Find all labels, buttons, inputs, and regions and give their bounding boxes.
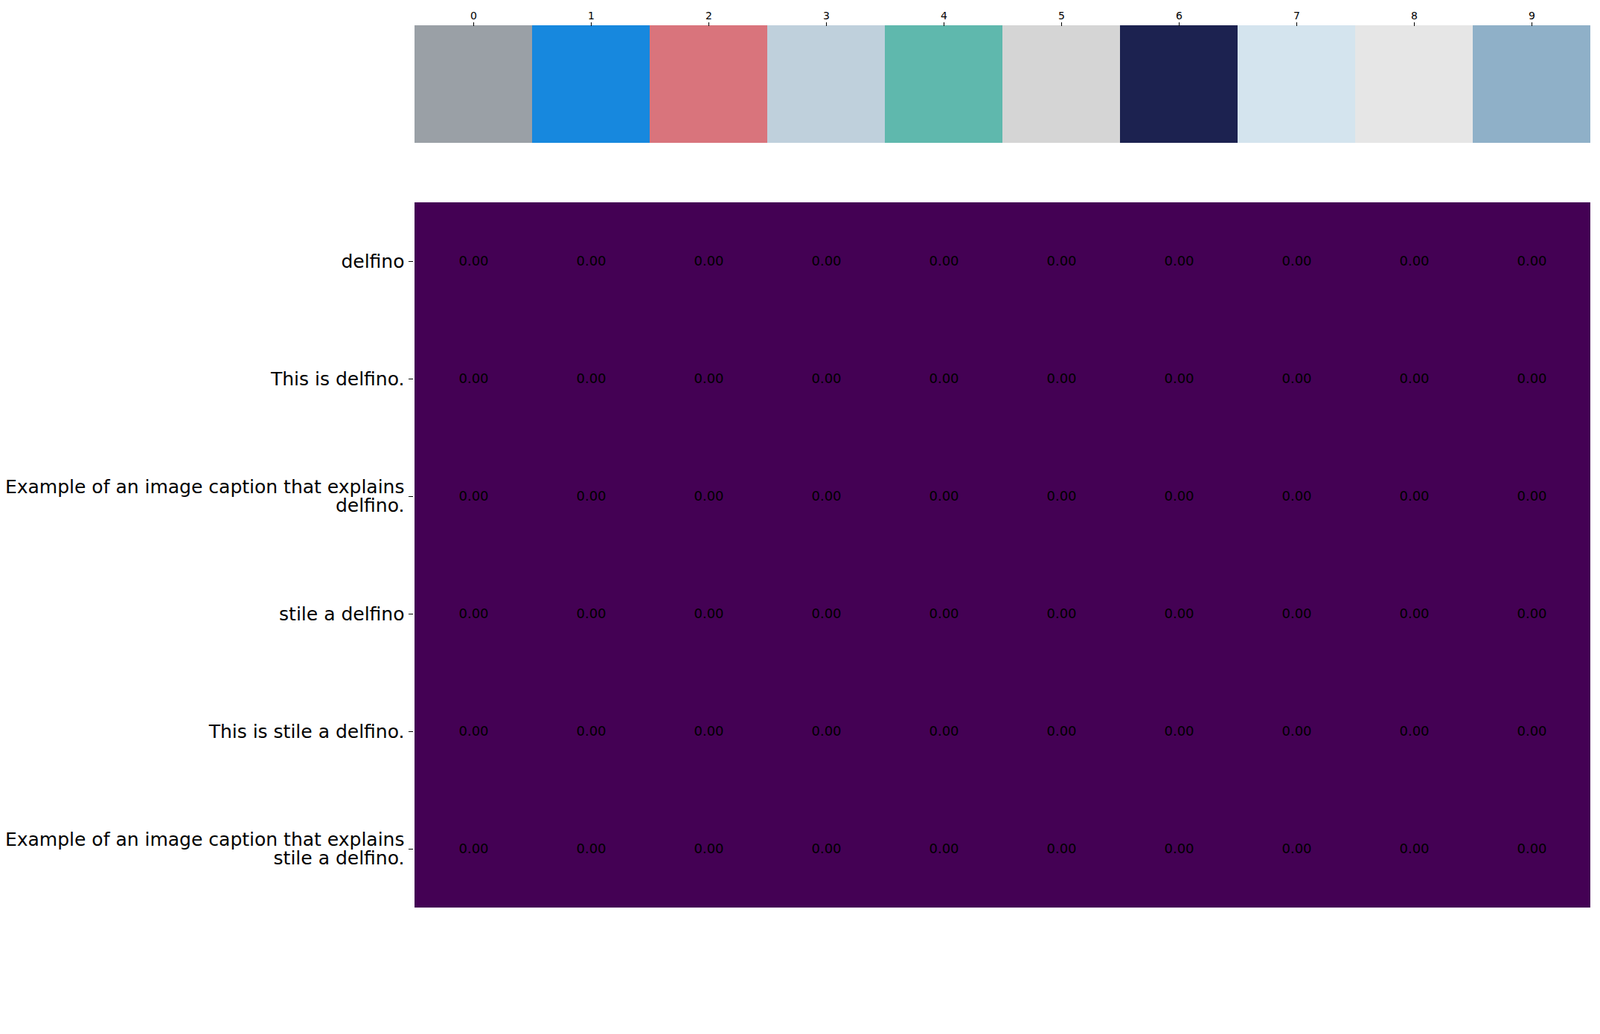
svg-text:8: 8 xyxy=(1410,9,1418,22)
svg-text:0.00: 0.00 xyxy=(811,605,841,622)
svg-text:4: 4 xyxy=(940,9,948,22)
svg-text:0.00: 0.00 xyxy=(928,723,959,739)
svg-text:0.00: 0.00 xyxy=(1399,840,1429,857)
svg-text:0.00: 0.00 xyxy=(1516,488,1547,504)
svg-text:0.00: 0.00 xyxy=(811,488,841,504)
svg-text:0.00: 0.00 xyxy=(1281,253,1312,269)
svg-text:0.00: 0.00 xyxy=(458,723,489,739)
svg-text:0.00: 0.00 xyxy=(1281,840,1312,857)
svg-text:6: 6 xyxy=(1175,9,1183,22)
svg-text:Example of an image caption th: Example of an image caption that explain… xyxy=(5,476,405,517)
svg-text:0.00: 0.00 xyxy=(1046,253,1077,269)
svg-text:0.00: 0.00 xyxy=(693,840,724,857)
svg-text:0.00: 0.00 xyxy=(693,605,724,622)
svg-text:0.00: 0.00 xyxy=(1399,723,1429,739)
svg-text:0.00: 0.00 xyxy=(928,840,959,857)
svg-text:0.00: 0.00 xyxy=(1516,370,1547,387)
svg-text:0.00: 0.00 xyxy=(693,253,724,269)
svg-text:5: 5 xyxy=(1058,9,1065,22)
svg-text:0.00: 0.00 xyxy=(1399,370,1429,387)
svg-text:0.00: 0.00 xyxy=(576,605,606,622)
svg-text:0.00: 0.00 xyxy=(1281,488,1312,504)
svg-text:0.00: 0.00 xyxy=(1046,840,1077,857)
svg-text:0.00: 0.00 xyxy=(576,723,606,739)
svg-text:0.00: 0.00 xyxy=(1281,370,1312,387)
svg-text:0.00: 0.00 xyxy=(458,370,489,387)
svg-text:0.00: 0.00 xyxy=(1281,723,1312,739)
svg-text:0.00: 0.00 xyxy=(1399,605,1429,622)
svg-text:0.00: 0.00 xyxy=(1516,840,1547,857)
svg-text:0.00: 0.00 xyxy=(811,370,841,387)
svg-text:0.00: 0.00 xyxy=(1163,605,1194,622)
svg-text:0.00: 0.00 xyxy=(1163,723,1194,739)
svg-text:0.00: 0.00 xyxy=(928,253,959,269)
svg-text:0.00: 0.00 xyxy=(1046,605,1077,622)
svg-text:0.00: 0.00 xyxy=(1046,723,1077,739)
svg-text:0.00: 0.00 xyxy=(693,488,724,504)
svg-text:0.00: 0.00 xyxy=(458,605,489,622)
svg-text:0.00: 0.00 xyxy=(1046,488,1077,504)
svg-text:0.00: 0.00 xyxy=(928,488,959,504)
svg-text:0.00: 0.00 xyxy=(1281,605,1312,622)
svg-text:0.00: 0.00 xyxy=(1163,253,1194,269)
svg-text:0.00: 0.00 xyxy=(693,723,724,739)
svg-text:0.00: 0.00 xyxy=(576,253,606,269)
svg-text:0.00: 0.00 xyxy=(1046,370,1077,387)
svg-text:9: 9 xyxy=(1528,9,1536,22)
svg-text:0.00: 0.00 xyxy=(928,605,959,622)
svg-text:0.00: 0.00 xyxy=(811,723,841,739)
svg-text:0.00: 0.00 xyxy=(1399,488,1429,504)
svg-text:delfino: delfino xyxy=(340,250,405,273)
svg-text:0.00: 0.00 xyxy=(1516,723,1547,739)
svg-text:0.00: 0.00 xyxy=(458,840,489,857)
svg-text:1: 1 xyxy=(587,9,595,22)
svg-text:2: 2 xyxy=(705,9,713,22)
svg-text:0.00: 0.00 xyxy=(1163,488,1194,504)
svg-text:0.00: 0.00 xyxy=(1163,370,1194,387)
svg-text:stile a delfino: stile a delfino xyxy=(279,603,405,626)
svg-text:0: 0 xyxy=(470,9,478,22)
svg-text:0.00: 0.00 xyxy=(458,488,489,504)
svg-text:0.00: 0.00 xyxy=(811,253,841,269)
svg-text:Example of an image caption th: Example of an image caption that explain… xyxy=(5,829,405,870)
svg-text:0.00: 0.00 xyxy=(1516,605,1547,622)
svg-text:0.00: 0.00 xyxy=(458,253,489,269)
svg-text:This is stile a delfino.: This is stile a delfino. xyxy=(208,721,405,743)
svg-text:0.00: 0.00 xyxy=(693,370,724,387)
svg-text:0.00: 0.00 xyxy=(928,370,959,387)
svg-text:3: 3 xyxy=(823,9,830,22)
svg-text:0.00: 0.00 xyxy=(811,840,841,857)
svg-text:0.00: 0.00 xyxy=(576,488,606,504)
svg-text:0.00: 0.00 xyxy=(1163,840,1194,857)
svg-text:0.00: 0.00 xyxy=(576,370,606,387)
svg-text:This is delfino.: This is delfino. xyxy=(270,368,405,390)
svg-text:0.00: 0.00 xyxy=(1399,253,1429,269)
svg-text:7: 7 xyxy=(1293,9,1301,22)
svg-text:0.00: 0.00 xyxy=(1516,253,1547,269)
svg-text:0.00: 0.00 xyxy=(576,840,606,857)
